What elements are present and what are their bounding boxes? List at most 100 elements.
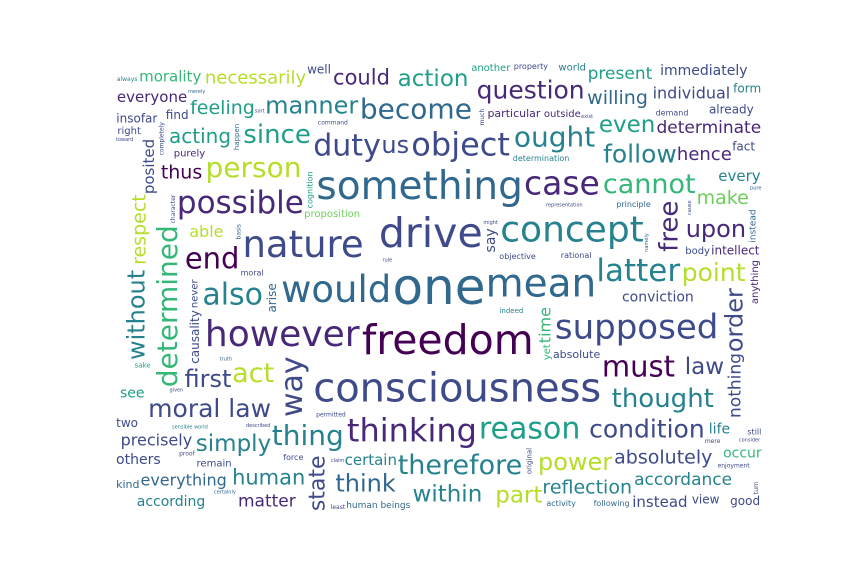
- word-cloud-word: drive: [379, 209, 483, 257]
- word-cloud-word: rule: [382, 258, 392, 264]
- word-cloud-word: individual: [653, 84, 731, 103]
- word-cloud-word: character: [170, 194, 177, 223]
- word-cloud-word: still: [747, 427, 761, 436]
- word-cloud-word: see: [120, 385, 145, 401]
- word-cloud-word: think: [335, 469, 396, 497]
- word-cloud-word: remain: [197, 458, 232, 469]
- word-cloud-word: could: [333, 65, 390, 89]
- word-cloud-word: permitted: [316, 412, 346, 419]
- word-cloud-word: truth: [220, 357, 232, 363]
- word-cloud-word: first: [184, 365, 231, 393]
- word-cloud-word: make: [697, 187, 749, 209]
- word-cloud-word: concept: [500, 209, 644, 250]
- word-cloud-word: others: [116, 452, 161, 468]
- word-cloud-word: order: [721, 288, 749, 352]
- word-cloud-word: demand: [656, 108, 689, 117]
- word-cloud-word: hence: [677, 144, 732, 165]
- word-cloud-word: two: [116, 416, 138, 430]
- word-cloud-word: condition: [589, 414, 705, 443]
- word-cloud-word: merely: [188, 89, 205, 95]
- word-cloud-word: happen: [233, 124, 241, 150]
- word-cloud-word: present: [588, 64, 653, 84]
- word-cloud-word: everything: [140, 470, 226, 489]
- word-cloud-word: upon: [686, 215, 746, 243]
- word-cloud-word: world: [558, 62, 586, 73]
- word-cloud-word: life: [709, 422, 730, 438]
- word-cloud-word: free: [655, 201, 685, 252]
- word-cloud-word: view: [692, 492, 720, 506]
- word-cloud-word: moral law: [148, 394, 271, 423]
- word-cloud-word: able: [189, 222, 223, 241]
- word-cloud-word: basis: [235, 224, 242, 239]
- word-cloud-word: feeling: [190, 97, 255, 119]
- word-cloud-word: right: [117, 126, 141, 137]
- word-cloud-word: consciousness: [313, 365, 601, 411]
- word-cloud-word: power: [538, 448, 612, 476]
- word-cloud-word: original: [526, 448, 534, 474]
- word-cloud-word: consider: [739, 438, 761, 444]
- word-cloud-word: completely: [158, 122, 165, 156]
- word-cloud-word: determinate: [657, 118, 762, 138]
- word-cloud-word: nothing: [725, 353, 745, 418]
- word-cloud-word: ought: [514, 120, 595, 153]
- word-cloud-word: person: [206, 151, 302, 184]
- word-cloud-word: another: [471, 63, 511, 74]
- word-cloud-word: without: [122, 270, 150, 360]
- word-cloud-word: necessarily: [205, 68, 307, 89]
- word-cloud-word: moral: [241, 268, 264, 277]
- word-cloud-word: accordance: [634, 470, 732, 490]
- word-cloud-word: law: [685, 354, 724, 380]
- word-cloud-word: proof: [179, 451, 195, 458]
- word-cloud-word: absolutely: [614, 446, 712, 468]
- word-cloud-word: however: [205, 314, 360, 355]
- word-cloud-word: state: [305, 455, 330, 511]
- word-cloud-word: activity: [546, 499, 576, 508]
- word-cloud-word: least: [331, 504, 346, 511]
- word-cloud-word: part: [495, 483, 542, 509]
- word-cloud-word: us: [381, 131, 409, 159]
- word-cloud-word: action: [398, 66, 469, 92]
- word-cloud-word: human beings: [346, 501, 410, 511]
- word-cloud-word: acting: [169, 124, 231, 148]
- word-cloud-word: determination: [513, 154, 570, 163]
- word-cloud-word: indeed: [499, 307, 523, 315]
- word-cloud-word: given: [170, 388, 184, 394]
- word-cloud-word: manner: [265, 91, 358, 119]
- word-cloud-word: cognition: [306, 171, 315, 208]
- word-cloud-word: well: [307, 62, 331, 76]
- word-cloud-word: instead: [749, 209, 759, 242]
- word-cloud-word: say: [483, 228, 499, 252]
- word-cloud-word: sensible world: [172, 424, 208, 430]
- word-cloud-word: sort: [255, 109, 265, 115]
- word-cloud-word: might: [483, 220, 498, 226]
- word-cloud-word: question: [477, 75, 585, 104]
- word-cloud-word: never: [190, 279, 201, 309]
- word-cloud-word: intellect: [711, 244, 760, 258]
- word-cloud-word: reflection: [542, 476, 632, 498]
- word-cloud-word: human: [232, 465, 305, 489]
- word-cloud-word: must: [602, 350, 675, 384]
- word-cloud-word: namely: [644, 233, 650, 252]
- word-cloud-word: command: [318, 120, 348, 127]
- word-cloud-word: following: [594, 499, 630, 508]
- word-cloud-word: morality: [139, 68, 201, 86]
- word-cloud-word: causality: [188, 310, 202, 364]
- word-cloud-word: form: [733, 81, 761, 95]
- word-cloud-word: find: [166, 108, 189, 122]
- word-cloud-word: immediately: [660, 63, 747, 79]
- word-cloud-word: way: [275, 356, 310, 417]
- word-cloud-word: described: [246, 423, 270, 429]
- word-cloud-word: thinking: [347, 412, 477, 450]
- word-cloud-word: freedom: [362, 316, 534, 364]
- word-cloud-word: particular: [487, 107, 540, 120]
- word-cloud-word: body: [685, 246, 710, 257]
- word-cloud-word: certainly: [214, 490, 236, 496]
- word-cloud-word: instead: [632, 493, 687, 511]
- word-cloud-word: thing: [272, 419, 344, 452]
- word-cloud-word: principle: [616, 200, 651, 209]
- word-cloud-word: respect: [129, 194, 151, 265]
- word-cloud-word: thought: [612, 384, 714, 414]
- word-cloud-word: turn: [753, 482, 760, 495]
- word-cloud-word: mean: [486, 262, 597, 307]
- word-cloud-word: follow: [603, 140, 677, 169]
